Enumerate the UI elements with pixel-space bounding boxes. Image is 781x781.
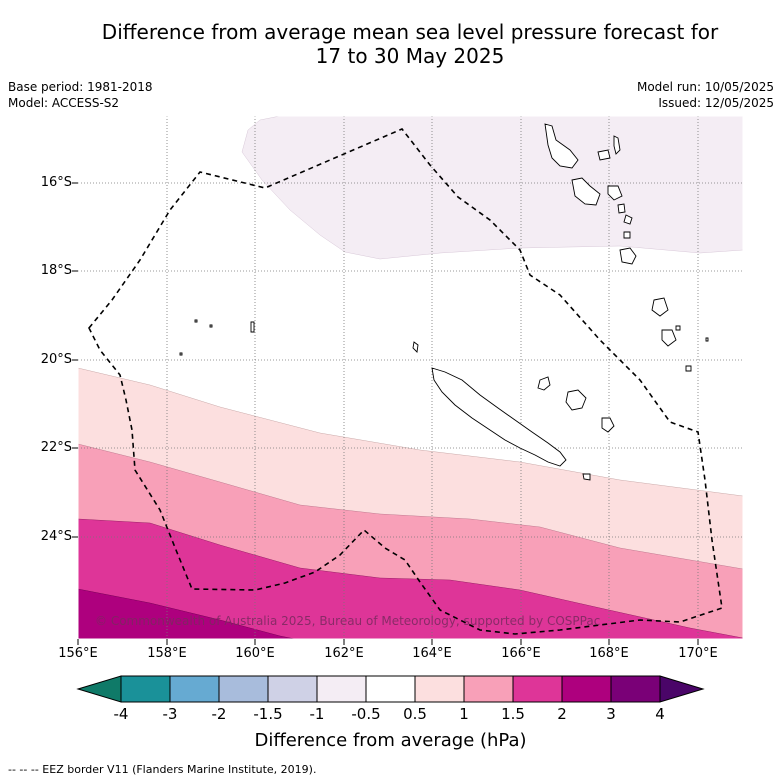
islet [250, 321, 255, 333]
model-name: Model: ACCESS-S2 [8, 96, 120, 110]
lon-label-170e: 170°E [678, 646, 718, 661]
lon-label-164e: 164°E [412, 646, 452, 661]
colorbar-bin-10 [561, 675, 612, 703]
colorbar [76, 675, 705, 703]
vanuatu-islet [613, 135, 621, 155]
colorbar-tick-label: -1.5 [253, 705, 283, 723]
colorbar-tick-label: -0.5 [351, 705, 381, 723]
loyalty-island [601, 417, 615, 433]
title-line-2: 17 to 30 May 2025 [315, 44, 505, 68]
eez-footnote: -- -- -- EEZ border V11 (Flanders Marine… [8, 763, 317, 776]
colorbar-tick-label: -1 [309, 705, 325, 723]
lat-label-22s: 22°S [40, 440, 72, 455]
islet [179, 352, 183, 356]
anomaly-band-1.5-2 [78, 518, 743, 639]
islet [582, 473, 591, 481]
vanuatu-islet [623, 214, 633, 225]
colorbar-tick-label: 3 [606, 705, 616, 723]
loyalty-island [537, 376, 551, 391]
title-line-1: Difference from average mean sea level p… [101, 20, 719, 44]
lon-label-156e: 156°E [58, 646, 98, 661]
colorbar-tick-label: -3 [162, 705, 178, 723]
colorbar-bin-9 [512, 675, 563, 703]
colorbar-tick-label: 1 [459, 705, 469, 723]
model-run: Model run: 10/05/2025 [636, 80, 774, 94]
colorbar-bin-6 [365, 675, 416, 703]
vanuatu-erromango [651, 297, 669, 317]
colorbar-bin-3 [218, 675, 269, 703]
lat-label-16s: 16°S [40, 175, 72, 190]
axis-ticks [72, 182, 699, 645]
vanuatu-islet [607, 185, 623, 201]
meta-right: Model run: 10/05/2025 Issued: 12/05/2025 [637, 79, 774, 111]
colorbar-tick-label: -4 [113, 705, 129, 723]
islet [412, 341, 419, 353]
islet [705, 337, 709, 342]
colorbar-bin-4 [267, 675, 318, 703]
colorbar-bin-11 [610, 675, 661, 703]
colorbar-bin-8 [463, 675, 514, 703]
anomaly-band-2-3 [78, 588, 297, 639]
new-caledonia-coast [431, 367, 567, 467]
colorbar-bin-2 [169, 675, 220, 703]
lon-label-162e: 162°E [324, 646, 364, 661]
chart-title: Difference from average mean sea level p… [40, 20, 780, 68]
islet [209, 324, 213, 328]
colorbar-bin-1 [120, 675, 171, 703]
colorbar-over-arrow [659, 675, 705, 703]
map-area [78, 116, 743, 639]
lat-label-20s: 20°S [40, 352, 72, 367]
loyalty-island [565, 389, 587, 411]
lon-label-168e: 168°E [589, 646, 629, 661]
vanuatu-malakula [571, 177, 601, 206]
coastlines [179, 123, 709, 481]
vanuatu-islet [623, 231, 631, 239]
issued-date: Issued: 12/05/2025 [658, 96, 774, 110]
colorbar-bin-7 [414, 675, 465, 703]
islet [685, 365, 692, 372]
grid-lines [78, 116, 743, 639]
colorbar-tick-label: 0.5 [403, 705, 427, 723]
lon-label-160e: 160°E [235, 646, 275, 661]
lat-label-18s: 18°S [40, 263, 72, 278]
colorbar-tick-label: 1.5 [501, 705, 525, 723]
lat-label-24s: 24°S [40, 529, 72, 544]
vanuatu-efate [619, 247, 637, 265]
islet [194, 319, 198, 323]
eez-border [88, 128, 723, 635]
lon-label-158e: 158°E [147, 646, 187, 661]
colorbar-tick-label: 4 [655, 705, 665, 723]
copyright-credit: © Commonwealth of Australia 2025, Bureau… [95, 614, 601, 628]
colorbar-tick-label: -2 [211, 705, 227, 723]
islet [675, 325, 681, 331]
vanuatu-espiritu-santo [544, 123, 579, 169]
colorbar-under-arrow [76, 675, 122, 703]
meta-left: Base period: 1981-2018 Model: ACCESS-S2 [8, 79, 153, 111]
colorbar-label: Difference from average (hPa) [254, 730, 527, 751]
vanuatu-tanna [661, 329, 677, 347]
base-period: Base period: 1981-2018 [8, 80, 153, 94]
colorbar-tick-label: 2 [557, 705, 567, 723]
colorbar-bin-5 [316, 675, 367, 703]
vanuatu-islet [597, 149, 611, 161]
vanuatu-islet [617, 203, 626, 214]
lon-label-166e: 166°E [501, 646, 541, 661]
